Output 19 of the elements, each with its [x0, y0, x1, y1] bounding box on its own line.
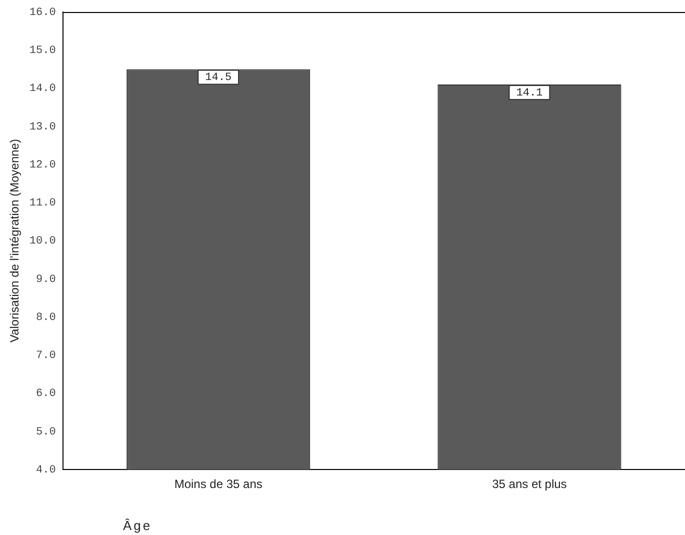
y-tick-label: 16.0 — [29, 6, 56, 19]
y-tick-label: 9.0 — [36, 274, 56, 286]
y-tick-label: 11.0 — [29, 198, 56, 210]
y-tick-label: 12.0 — [29, 159, 56, 172]
y-tick-label: 8.0 — [36, 312, 56, 324]
y-tick-label: 4.0 — [36, 464, 56, 477]
y-tick-label: 6.0 — [36, 388, 56, 400]
y-tick-label: 5.0 — [36, 426, 56, 438]
y-tick-label: 14.0 — [29, 83, 56, 96]
x-tick-label: 35 ans et plus — [492, 477, 567, 492]
y-tick-label: 10.0 — [29, 236, 56, 248]
x-axis-title: Âge — [123, 518, 152, 533]
data-label: 14.1 — [516, 87, 544, 100]
x-tick-label: Moins de 35 ans — [174, 477, 262, 492]
y-tick-label: 7.0 — [36, 350, 56, 362]
y-tick-label: 13.0 — [29, 121, 56, 134]
y-tick-label: 15.0 — [29, 45, 56, 58]
data-label: 14.5 — [205, 72, 232, 84]
y-axis-title: Valorisation de l'intégration (Moyenne) — [8, 139, 22, 343]
